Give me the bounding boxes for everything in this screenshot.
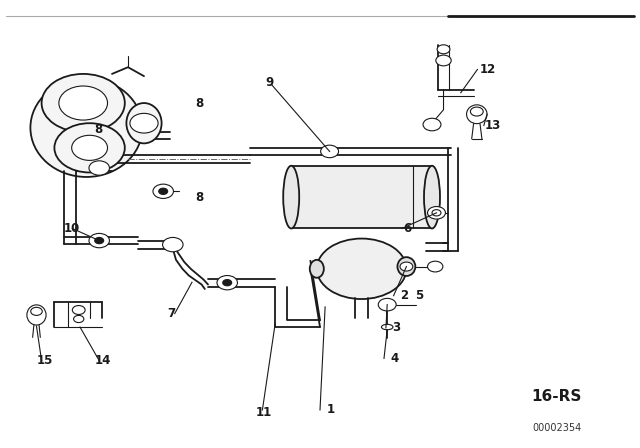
Text: 12: 12 <box>480 63 496 76</box>
Text: 13: 13 <box>485 119 501 132</box>
Circle shape <box>428 207 445 219</box>
Ellipse shape <box>397 257 415 276</box>
Circle shape <box>31 307 42 315</box>
Ellipse shape <box>27 305 46 325</box>
Text: 1: 1 <box>326 403 335 417</box>
Text: 11: 11 <box>256 405 272 419</box>
Circle shape <box>223 280 232 286</box>
Circle shape <box>163 237 183 252</box>
Circle shape <box>437 45 450 54</box>
Text: 8: 8 <box>95 123 103 137</box>
Circle shape <box>423 118 441 131</box>
Circle shape <box>217 276 237 290</box>
Text: 3: 3 <box>392 321 401 335</box>
Circle shape <box>400 262 413 271</box>
Circle shape <box>95 237 104 244</box>
Circle shape <box>89 233 109 248</box>
Ellipse shape <box>310 260 324 278</box>
Ellipse shape <box>424 166 440 228</box>
Text: 4: 4 <box>390 352 399 365</box>
Ellipse shape <box>31 78 143 177</box>
Text: 00002354: 00002354 <box>532 423 581 433</box>
Circle shape <box>72 306 85 314</box>
Text: 8: 8 <box>195 190 204 204</box>
Text: 5: 5 <box>415 289 423 302</box>
Ellipse shape <box>381 324 393 330</box>
Text: 10: 10 <box>64 222 80 235</box>
Ellipse shape <box>467 105 487 124</box>
Text: 6: 6 <box>403 222 412 235</box>
Circle shape <box>159 188 168 194</box>
Circle shape <box>54 123 125 172</box>
Circle shape <box>428 261 443 272</box>
Ellipse shape <box>317 238 406 299</box>
Circle shape <box>470 107 483 116</box>
Circle shape <box>321 145 339 158</box>
Text: 16-RS: 16-RS <box>532 389 582 404</box>
Text: 2: 2 <box>400 289 408 302</box>
Circle shape <box>42 74 125 132</box>
Circle shape <box>130 113 158 133</box>
Circle shape <box>436 55 451 66</box>
Text: 8: 8 <box>195 96 204 110</box>
Text: 7: 7 <box>168 307 176 320</box>
Bar <box>291 166 432 228</box>
Ellipse shape <box>283 166 300 228</box>
Circle shape <box>378 298 396 311</box>
Circle shape <box>153 184 173 198</box>
Text: 9: 9 <box>266 76 274 90</box>
Text: 14: 14 <box>95 354 111 367</box>
Circle shape <box>432 210 441 216</box>
Circle shape <box>59 86 108 120</box>
Ellipse shape <box>127 103 161 143</box>
Circle shape <box>89 161 109 175</box>
Circle shape <box>72 135 108 160</box>
Circle shape <box>74 315 84 323</box>
Text: 15: 15 <box>37 354 54 367</box>
